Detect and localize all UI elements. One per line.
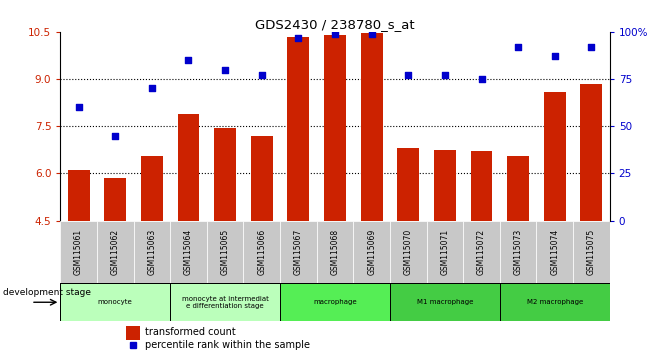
Text: transformed count: transformed count <box>145 327 237 337</box>
Bar <box>470 152 492 221</box>
Bar <box>500 284 610 321</box>
Text: monocyte: monocyte <box>98 299 133 305</box>
Bar <box>573 221 610 284</box>
Point <box>110 133 121 138</box>
Bar <box>126 326 140 340</box>
Text: GSM115063: GSM115063 <box>147 229 156 275</box>
Text: GSM115072: GSM115072 <box>477 229 486 275</box>
Text: GSM115069: GSM115069 <box>367 229 376 275</box>
Bar <box>243 221 280 284</box>
Text: GSM115064: GSM115064 <box>184 229 193 275</box>
Point <box>513 44 523 50</box>
Text: GSM115062: GSM115062 <box>111 229 120 275</box>
Bar <box>580 84 602 221</box>
Bar <box>544 92 565 221</box>
Text: macrophage: macrophage <box>313 299 357 305</box>
Bar <box>133 221 170 284</box>
Title: GDS2430 / 238780_s_at: GDS2430 / 238780_s_at <box>255 18 415 31</box>
Bar <box>324 35 346 221</box>
Text: percentile rank within the sample: percentile rank within the sample <box>145 340 310 350</box>
Bar <box>141 156 163 221</box>
Bar <box>287 36 310 221</box>
Point <box>73 104 84 110</box>
Bar <box>427 221 463 284</box>
Bar <box>97 221 133 284</box>
Point <box>183 57 194 63</box>
Point <box>366 31 377 36</box>
Text: M2 macrophage: M2 macrophage <box>527 299 583 305</box>
Text: GSM115075: GSM115075 <box>587 229 596 275</box>
Point <box>586 44 597 50</box>
Bar <box>214 128 236 221</box>
Text: GSM115070: GSM115070 <box>404 229 413 275</box>
Bar <box>500 221 537 284</box>
Text: GSM115073: GSM115073 <box>514 229 523 275</box>
Point <box>549 53 560 59</box>
Bar <box>390 284 500 321</box>
Bar <box>105 178 126 221</box>
Bar <box>537 221 573 284</box>
Text: GSM115061: GSM115061 <box>74 229 83 275</box>
Bar <box>170 221 207 284</box>
Bar <box>280 221 317 284</box>
Bar <box>60 221 97 284</box>
Text: GSM115071: GSM115071 <box>440 229 450 275</box>
Bar <box>434 150 456 221</box>
Point <box>147 86 157 91</box>
Text: monocyte at intermediat
e differentiation stage: monocyte at intermediat e differentiatio… <box>182 296 269 309</box>
Bar <box>207 221 243 284</box>
Bar <box>170 284 280 321</box>
Point <box>476 76 487 82</box>
Point <box>403 73 413 78</box>
Bar <box>251 136 273 221</box>
Text: GSM115067: GSM115067 <box>294 229 303 275</box>
Bar <box>280 284 390 321</box>
Bar <box>178 114 200 221</box>
Bar <box>317 221 353 284</box>
Bar <box>360 33 383 221</box>
Text: GSM115074: GSM115074 <box>550 229 559 275</box>
Bar <box>353 221 390 284</box>
Bar <box>60 284 170 321</box>
Text: GSM115068: GSM115068 <box>330 229 340 275</box>
Point <box>257 73 267 78</box>
Point <box>293 35 304 40</box>
Bar <box>397 148 419 221</box>
Text: GSM115066: GSM115066 <box>257 229 266 275</box>
Point <box>440 73 450 78</box>
Bar <box>507 156 529 221</box>
Text: M1 macrophage: M1 macrophage <box>417 299 473 305</box>
Point <box>220 67 230 73</box>
Text: development stage: development stage <box>3 287 91 297</box>
Text: GSM115065: GSM115065 <box>220 229 230 275</box>
Bar <box>463 221 500 284</box>
Bar <box>390 221 427 284</box>
Point <box>330 31 340 36</box>
Bar <box>68 170 90 221</box>
